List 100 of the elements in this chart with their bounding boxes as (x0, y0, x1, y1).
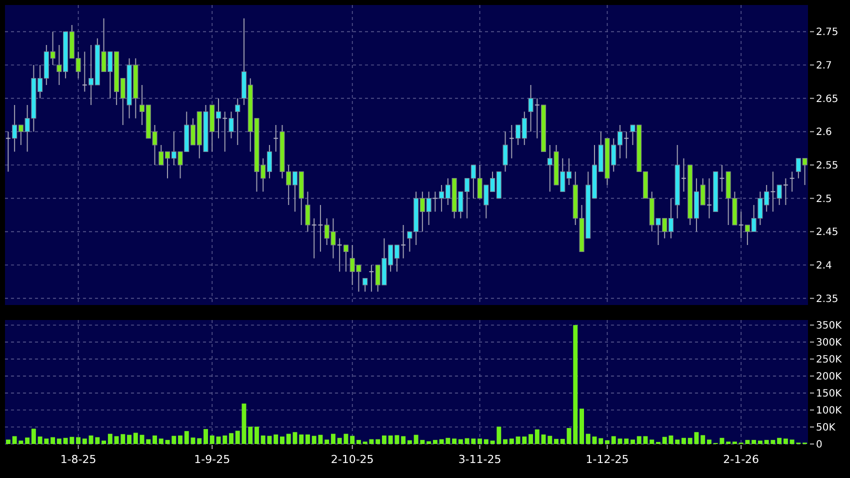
bar (184, 431, 189, 444)
candlestick (680, 158, 686, 192)
bar (758, 440, 762, 444)
y-tick-label: 2.35 (816, 294, 838, 305)
bar (25, 438, 30, 444)
candlestick (508, 124, 514, 159)
bar (108, 434, 112, 444)
candlestick (782, 178, 788, 206)
bar (102, 440, 106, 444)
y-tick-label: 200K (816, 372, 842, 383)
x-tick-label: 2-1-26 (723, 453, 760, 466)
bar (605, 440, 610, 444)
bar (528, 434, 534, 444)
bar (222, 436, 228, 444)
candlestick (82, 51, 88, 92)
candlestick (228, 111, 234, 139)
x-tick-label: 1-9-25 (194, 453, 230, 466)
bar (197, 438, 202, 444)
bar (566, 428, 572, 444)
bar (274, 434, 278, 444)
bar (636, 436, 642, 444)
bar (204, 429, 208, 444)
bar (484, 439, 488, 444)
bar (158, 438, 164, 444)
candlestick (719, 164, 725, 192)
bar (216, 436, 221, 444)
y-tick-label: 300K (816, 338, 842, 349)
candlestick (776, 184, 782, 206)
bar (675, 440, 680, 444)
candlestick (738, 211, 744, 239)
bar (598, 438, 604, 444)
candlestick (502, 131, 508, 172)
bar (509, 438, 514, 444)
bar (254, 426, 259, 444)
bar (127, 434, 132, 444)
bar (242, 404, 246, 444)
candlestick (273, 124, 279, 152)
bar (432, 440, 438, 444)
y-tick-label: 150K (816, 388, 842, 400)
candlestick (528, 84, 534, 132)
y-tick-label: 50K (816, 422, 836, 434)
y-tick-label: 350K (816, 320, 842, 332)
candlestick (368, 264, 374, 292)
candlestick (336, 238, 342, 272)
bar (573, 325, 578, 444)
bar (82, 438, 87, 444)
bar (356, 440, 361, 444)
bar (650, 440, 654, 444)
candlestick (706, 178, 712, 219)
bar (452, 438, 457, 444)
candlestick (789, 171, 795, 192)
bar (350, 436, 355, 444)
bar (560, 438, 565, 444)
bar (752, 440, 756, 444)
bar (630, 440, 635, 444)
candlestick (770, 171, 776, 212)
y-tick-label: 2.5 (816, 194, 832, 205)
bar (299, 434, 304, 444)
bar (643, 436, 648, 444)
candlestick (400, 224, 406, 259)
bar (534, 429, 540, 444)
bar (624, 438, 629, 444)
bar (330, 434, 336, 444)
candlestick (5, 131, 11, 172)
candlestick (362, 278, 368, 292)
bar (6, 440, 10, 444)
bar (76, 437, 81, 444)
candlestick (305, 191, 310, 232)
bar (172, 436, 176, 444)
y-tick-label: 2.4 (816, 260, 832, 272)
bar (554, 438, 558, 444)
bar (478, 438, 482, 444)
y-tick-label: 250K (816, 354, 842, 366)
bar (458, 439, 463, 444)
bar (700, 435, 706, 444)
bar (783, 438, 788, 444)
bar (178, 436, 182, 444)
bar (586, 434, 590, 444)
bar (611, 436, 616, 444)
x-tick-label: 1-12-25 (586, 453, 629, 466)
x-tick-label: 1-8-25 (60, 453, 96, 466)
bar (280, 436, 284, 444)
bar (382, 436, 386, 444)
bar (407, 440, 412, 444)
candlestick (222, 111, 228, 152)
bar (56, 438, 62, 444)
bar (618, 438, 622, 444)
bar (503, 439, 508, 444)
y-tick-label: 0 (816, 440, 822, 450)
y-tick-label: 2.75 (816, 27, 838, 38)
bar (152, 436, 157, 444)
y-tick-label: 2.45 (816, 227, 838, 238)
bar (235, 430, 240, 444)
candlestick (534, 98, 540, 139)
candlestick (235, 98, 240, 146)
bar (190, 438, 196, 444)
bar (580, 408, 584, 444)
bar (592, 436, 597, 444)
bar (50, 437, 56, 444)
candlestick (624, 131, 630, 159)
